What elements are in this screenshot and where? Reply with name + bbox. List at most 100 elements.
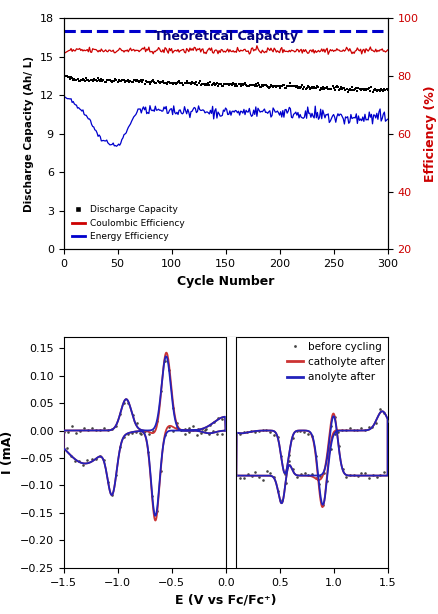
Point <box>159 76 166 86</box>
Point <box>350 426 357 435</box>
X-axis label: E (V vs Fc/Fc⁺): E (V vs Fc/Fc⁺) <box>175 593 276 606</box>
Point <box>72 456 79 466</box>
Point <box>235 79 242 89</box>
Point <box>182 78 189 88</box>
Point <box>290 81 297 91</box>
Point <box>252 468 259 478</box>
Point <box>165 422 172 432</box>
Point <box>365 422 372 432</box>
Point <box>333 82 340 91</box>
Point <box>361 426 368 435</box>
Point <box>346 84 353 94</box>
Point <box>178 78 185 88</box>
Point <box>110 76 117 86</box>
Point <box>67 74 74 84</box>
Point <box>92 76 99 85</box>
Point <box>284 81 291 91</box>
Point <box>92 76 99 85</box>
Point <box>301 427 308 437</box>
Point <box>336 85 343 95</box>
Point <box>87 76 94 85</box>
Point <box>279 80 286 90</box>
Point <box>194 430 201 440</box>
Point <box>346 470 353 480</box>
Point <box>255 426 262 436</box>
Point <box>316 85 323 95</box>
Point <box>149 491 156 501</box>
Point <box>202 424 209 433</box>
Point <box>229 80 236 90</box>
Point <box>262 80 269 90</box>
Point <box>316 471 323 481</box>
Point <box>297 83 304 93</box>
Point <box>379 85 386 95</box>
Point <box>201 79 208 89</box>
Point <box>286 81 293 91</box>
Point <box>259 80 266 90</box>
Point <box>137 429 144 438</box>
Point <box>358 84 365 94</box>
Point <box>265 83 272 93</box>
Point <box>282 469 289 479</box>
Point <box>95 73 102 83</box>
Y-axis label: Discharge Capacity (Ah/ L): Discharge Capacity (Ah/ L) <box>24 56 34 212</box>
Point <box>293 472 300 481</box>
Point <box>195 78 202 88</box>
Point <box>145 77 152 87</box>
Point <box>117 409 124 419</box>
Point <box>275 82 282 91</box>
Point <box>378 84 385 94</box>
Point <box>76 426 83 435</box>
Point <box>182 429 189 439</box>
Point <box>327 445 334 454</box>
Point <box>304 82 311 91</box>
Point <box>113 470 120 480</box>
Point <box>170 403 177 413</box>
Point <box>133 427 140 437</box>
Point <box>328 84 335 94</box>
Point <box>267 468 274 478</box>
Point <box>169 79 176 89</box>
Point <box>90 74 97 84</box>
Point <box>165 77 172 87</box>
Point <box>271 472 278 481</box>
Point <box>137 429 144 438</box>
Point <box>187 79 194 88</box>
Point <box>64 427 71 437</box>
Point <box>65 72 72 82</box>
Point <box>112 74 119 84</box>
Point <box>368 82 375 92</box>
Point <box>384 85 391 95</box>
Point <box>100 75 107 85</box>
Point <box>67 72 74 82</box>
Point <box>297 426 304 436</box>
Point <box>162 78 169 88</box>
Point <box>335 441 342 451</box>
Point <box>271 81 278 91</box>
Point <box>71 74 78 84</box>
Point <box>210 79 217 88</box>
Point <box>306 84 313 93</box>
Point <box>353 83 360 93</box>
Point <box>113 421 120 431</box>
Point <box>252 79 259 89</box>
Point <box>177 426 184 435</box>
Point <box>164 79 171 89</box>
Point <box>297 470 304 480</box>
Point <box>183 76 190 85</box>
Point <box>293 81 300 91</box>
Point <box>168 78 175 88</box>
Point <box>145 447 152 457</box>
Point <box>377 470 384 480</box>
Point <box>201 80 208 90</box>
Point <box>96 451 103 460</box>
Point <box>343 472 350 482</box>
Point <box>274 81 281 91</box>
Point <box>279 495 286 505</box>
Point <box>129 77 136 87</box>
Point <box>125 398 132 408</box>
Point <box>60 427 67 437</box>
Point <box>80 422 87 432</box>
Point <box>123 76 130 86</box>
Point <box>186 423 193 433</box>
